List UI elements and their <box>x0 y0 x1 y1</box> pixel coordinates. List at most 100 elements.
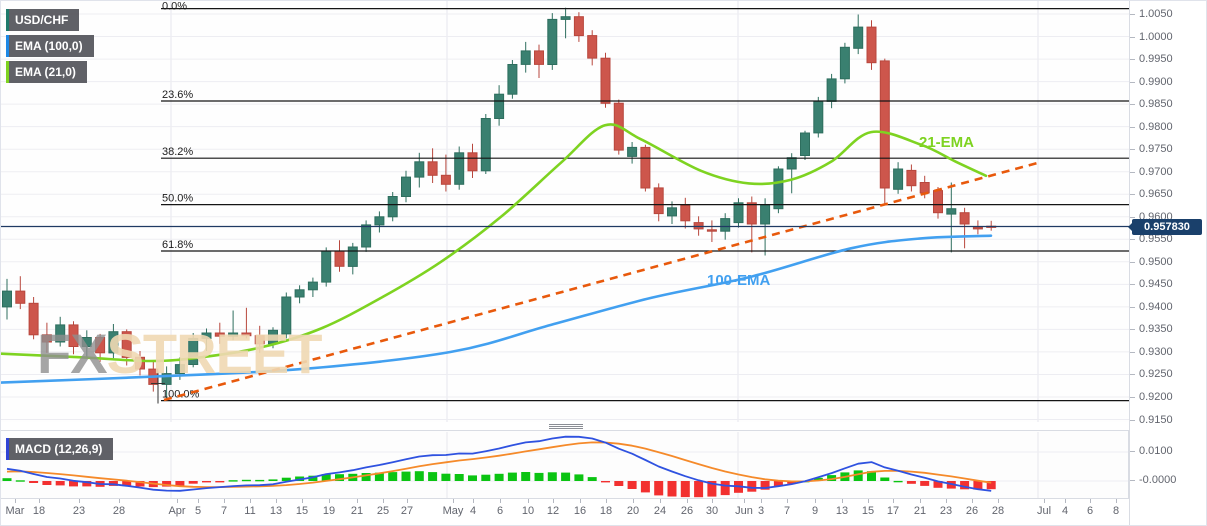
macd-histogram-bar <box>428 472 438 481</box>
x-tick-label: Jul <box>1036 505 1052 517</box>
x-tick-mark <box>119 499 120 503</box>
price-tick-mark <box>1130 104 1135 105</box>
x-tick-mark <box>712 499 713 503</box>
panel-resize-handle[interactable] <box>549 423 583 430</box>
x-tick-label: May <box>442 505 464 517</box>
price-tick-mark <box>1130 262 1135 263</box>
macd-histogram-bar <box>827 475 837 481</box>
price-tick-label: 1.0050 <box>1139 8 1173 20</box>
macd-histogram-bar <box>69 481 78 487</box>
time-axis[interactable]: Mar 18 23 28 Apr 5 7 11 13 15 19 21 25 27 May 4 6 10 12 16 1… <box>1 499 1129 525</box>
macd-histogram-bar <box>627 481 637 489</box>
macd-histogram-bar <box>374 472 384 481</box>
candle-body <box>440 174 451 185</box>
price-axis[interactable]: 0.957830 1.0050 1.0000 0.9950 0.9900 0.9850 0… <box>1128 1 1206 525</box>
macd-histogram-bar <box>507 472 517 481</box>
candle-body <box>507 64 518 95</box>
candle-body <box>839 46 850 80</box>
candle-body <box>653 187 664 215</box>
candle-body <box>161 373 172 385</box>
price-tick-mark <box>1130 307 1135 308</box>
macd-canvas[interactable] <box>1 431 1128 499</box>
x-tick-label: 28 <box>112 505 126 517</box>
ema100-legend-label: EMA (100,0) <box>15 39 83 53</box>
candle-body <box>680 205 691 222</box>
x-tick-mark <box>15 499 16 503</box>
candle-body <box>560 16 571 20</box>
macd-legend-label: MACD (12,26,9) <box>15 442 103 456</box>
x-tick-mark <box>79 499 80 503</box>
x-tick-label: 3 <box>757 505 765 517</box>
x-tick-label: 18 <box>32 505 46 517</box>
x-tick-label: 15 <box>861 505 875 517</box>
x-tick-mark <box>972 499 973 503</box>
candle-body <box>573 16 584 37</box>
macd-histogram-bar <box>747 481 757 492</box>
macd-histogram-bar <box>787 481 797 484</box>
macd-legend[interactable]: MACD (12,26,9) <box>6 438 114 460</box>
x-tick-label: 13 <box>269 505 283 517</box>
price-tick-label: 0.9950 <box>1139 53 1173 65</box>
price-tick-mark <box>1130 14 1135 15</box>
candle-body <box>800 132 810 156</box>
symbol-legend[interactable]: USD/CHF <box>6 9 80 31</box>
x-tick-mark <box>633 499 634 503</box>
macd-histogram-bar <box>15 480 25 482</box>
fib-label: 50.0% <box>162 193 193 205</box>
macd-histogram-bar <box>241 479 251 482</box>
fib-label: 23.6% <box>162 89 193 101</box>
x-tick-label: 17 <box>886 505 900 517</box>
macd-histogram-bar <box>561 472 571 481</box>
ema100-annotation: 100-EMA <box>707 272 771 289</box>
macd-histogram-bar <box>494 473 504 481</box>
x-tick-mark <box>250 499 251 503</box>
price-tick-mark <box>1130 172 1135 173</box>
ema21-annotation: 21-EMA <box>919 134 975 151</box>
macd-histogram-bar <box>454 474 464 481</box>
price-tick-mark <box>1130 329 1135 330</box>
x-tick-mark <box>302 499 303 503</box>
candle-body <box>241 332 252 337</box>
fib-label: 38.2% <box>162 146 193 158</box>
macd-histogram-bar <box>29 481 39 483</box>
candle-body <box>2 290 12 308</box>
macd-histogram-bar <box>680 481 690 498</box>
x-tick-label: 7 <box>783 505 791 517</box>
candle-body <box>587 35 598 59</box>
macd-histogram-bar <box>122 481 132 487</box>
ema21-legend[interactable]: EMA (21,0) <box>6 61 87 83</box>
macd-histogram-bar <box>880 477 890 481</box>
price-tick-mark <box>1130 284 1135 285</box>
candle-body <box>733 202 744 224</box>
candle-body <box>640 146 651 189</box>
macd-histogram-bar <box>82 481 92 487</box>
macd-histogram-bar <box>521 472 531 481</box>
candle-body <box>534 50 544 65</box>
price-tick-mark <box>1130 480 1135 481</box>
ema21-line <box>1 123 988 363</box>
watermark-fx: FX <box>37 322 108 385</box>
macd-accent-bar <box>6 438 9 460</box>
candle-body <box>294 289 305 298</box>
price-tick-label: 0.9650 <box>1139 188 1173 200</box>
x-tick-mark <box>473 499 474 503</box>
x-tick-label: 4 <box>1061 505 1069 517</box>
candle-body <box>667 207 677 217</box>
panel-divider <box>1 422 1129 430</box>
price-panel[interactable]: FXSTREET 0.0%23.6%38.2%50.0%61.8%100.0% … <box>1 1 1129 423</box>
ema100-legend[interactable]: EMA (100,0) <box>6 35 94 57</box>
x-tick-label: 21 <box>913 505 927 517</box>
ascending-trendline <box>163 160 1042 402</box>
candle-body <box>427 161 438 176</box>
x-tick-mark <box>920 499 921 503</box>
x-tick-mark <box>1044 499 1045 503</box>
x-tick-label: 8 <box>1112 505 1120 517</box>
macd-panel[interactable]: MACD (12,26,9) <box>1 430 1129 499</box>
x-tick-label: 25 <box>376 505 390 517</box>
macd-histogram-bar <box>228 480 238 482</box>
x-tick-label: 10 <box>521 505 535 517</box>
x-tick-label: Mar <box>5 505 25 517</box>
price-tick-mark <box>1130 194 1135 195</box>
price-chart-canvas[interactable]: 0.0%23.6%38.2%50.0%61.8%100.0% <box>1 1 1129 422</box>
macd-histogram-bar <box>55 481 65 486</box>
